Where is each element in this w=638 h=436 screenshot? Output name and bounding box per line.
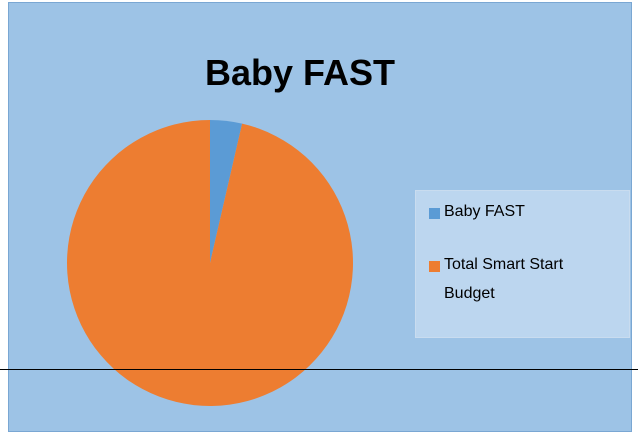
chart-title: Baby FAST (204, 52, 396, 93)
divider-line (0, 369, 638, 370)
pie-slice (210, 120, 243, 263)
pie-slice (66, 120, 353, 407)
legend-label: Total Smart Start Budget (444, 256, 564, 302)
legend-item: Total Smart Start Budget (429, 256, 629, 308)
legend: Baby FAST Total Smart Start Budget (415, 190, 630, 338)
legend-swatch (429, 261, 440, 272)
legend-label: Baby FAST (444, 203, 525, 220)
legend-item: Baby FAST (429, 203, 629, 226)
legend-swatch (429, 208, 440, 219)
